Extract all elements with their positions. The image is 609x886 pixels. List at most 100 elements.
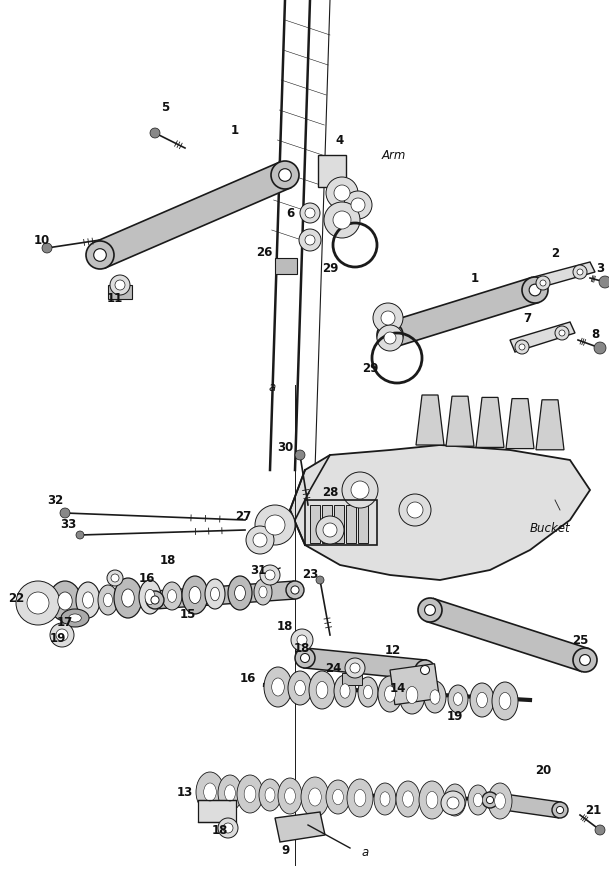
Circle shape (279, 168, 291, 182)
Text: 27: 27 (235, 509, 251, 523)
Text: 32: 32 (47, 494, 63, 507)
Circle shape (599, 276, 609, 288)
Text: 33: 33 (60, 518, 76, 532)
Ellipse shape (196, 772, 224, 812)
Ellipse shape (98, 585, 118, 615)
Text: 26: 26 (256, 245, 272, 259)
Ellipse shape (189, 587, 201, 603)
Circle shape (316, 516, 344, 544)
Text: a: a (269, 380, 276, 393)
Circle shape (447, 797, 459, 809)
Text: 12: 12 (385, 643, 401, 657)
Circle shape (295, 648, 315, 668)
Ellipse shape (162, 582, 182, 610)
Polygon shape (275, 812, 325, 842)
Text: 20: 20 (535, 764, 551, 776)
Circle shape (76, 531, 84, 539)
Circle shape (50, 623, 74, 647)
Ellipse shape (234, 586, 245, 601)
Circle shape (377, 325, 403, 351)
Circle shape (350, 663, 360, 673)
Bar (334, 505, 344, 543)
Circle shape (384, 332, 396, 344)
Polygon shape (154, 581, 295, 609)
Ellipse shape (167, 590, 177, 602)
Ellipse shape (406, 687, 418, 703)
Circle shape (42, 243, 52, 253)
Ellipse shape (264, 667, 292, 707)
Circle shape (529, 284, 541, 296)
Circle shape (324, 202, 360, 238)
Circle shape (536, 276, 550, 290)
Circle shape (265, 570, 275, 580)
Polygon shape (290, 445, 590, 580)
Ellipse shape (364, 685, 373, 699)
Text: 7: 7 (523, 312, 531, 324)
Circle shape (540, 280, 546, 286)
Circle shape (381, 311, 395, 325)
Circle shape (424, 604, 435, 616)
Text: 13: 13 (177, 787, 193, 799)
Text: 10: 10 (34, 234, 50, 246)
Circle shape (344, 191, 372, 219)
Ellipse shape (340, 684, 350, 698)
Polygon shape (536, 400, 564, 450)
Circle shape (110, 275, 130, 295)
Circle shape (557, 806, 563, 813)
Circle shape (415, 660, 435, 680)
Circle shape (265, 515, 285, 535)
Circle shape (150, 128, 160, 138)
Polygon shape (386, 277, 539, 347)
Circle shape (573, 648, 597, 672)
Circle shape (218, 818, 238, 838)
Ellipse shape (272, 678, 284, 696)
Ellipse shape (58, 592, 72, 610)
Text: 1: 1 (471, 271, 479, 284)
Circle shape (115, 280, 125, 290)
Ellipse shape (492, 682, 518, 720)
Ellipse shape (211, 587, 219, 601)
Ellipse shape (145, 589, 155, 604)
Ellipse shape (205, 579, 225, 609)
Text: 15: 15 (180, 609, 196, 621)
Polygon shape (530, 262, 595, 289)
Circle shape (384, 330, 396, 341)
Ellipse shape (374, 783, 396, 815)
Ellipse shape (347, 779, 373, 817)
Circle shape (407, 502, 423, 518)
Text: 3: 3 (596, 261, 604, 275)
Ellipse shape (316, 681, 328, 698)
Circle shape (291, 586, 299, 594)
Polygon shape (510, 322, 575, 352)
Ellipse shape (284, 788, 295, 804)
Ellipse shape (122, 589, 135, 607)
Ellipse shape (228, 576, 252, 610)
Ellipse shape (203, 783, 216, 801)
Circle shape (16, 581, 60, 625)
Circle shape (559, 330, 565, 336)
Circle shape (351, 481, 369, 499)
Ellipse shape (470, 683, 494, 717)
Bar (198, 800, 236, 822)
Text: 8: 8 (591, 329, 599, 341)
Circle shape (107, 570, 123, 586)
Text: 18: 18 (294, 641, 310, 655)
Circle shape (291, 629, 313, 651)
Polygon shape (489, 792, 561, 818)
Circle shape (580, 655, 590, 665)
Text: 18: 18 (212, 823, 228, 836)
Bar (346, 505, 356, 543)
Ellipse shape (499, 693, 511, 710)
Ellipse shape (254, 579, 272, 605)
Circle shape (94, 249, 107, 261)
Bar (108, 285, 132, 299)
Circle shape (260, 565, 280, 585)
Ellipse shape (448, 685, 468, 713)
Polygon shape (426, 599, 589, 672)
Ellipse shape (419, 781, 445, 819)
Text: 29: 29 (362, 361, 378, 375)
Circle shape (595, 825, 605, 835)
Circle shape (345, 658, 365, 678)
Circle shape (577, 269, 583, 275)
Ellipse shape (444, 784, 466, 816)
